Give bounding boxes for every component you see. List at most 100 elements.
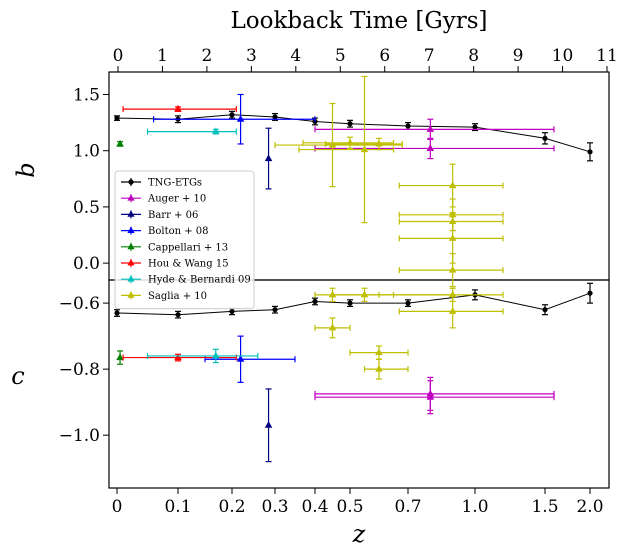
series-auger-10 <box>314 376 555 415</box>
legend-label: Barr + 06 <box>148 210 198 221</box>
data-point <box>472 124 478 130</box>
x-tick-label: 0.3 <box>261 497 288 517</box>
legend: TNG-ETGs Auger + 10 Barr + 06 Bolton + 08 Ca… <box>114 170 255 310</box>
y-tick-label: −1.0 <box>59 426 100 446</box>
legend-marker <box>127 242 135 250</box>
data-point <box>236 115 245 122</box>
legend-label: Auger + 10 <box>147 194 206 205</box>
data-point <box>448 307 457 314</box>
legend-entry: Barr + 06 <box>121 210 198 221</box>
data-point <box>347 300 353 306</box>
data-point <box>116 353 124 361</box>
data-point <box>272 114 278 120</box>
data-point <box>375 348 383 356</box>
legend-label: Saglia + 10 <box>148 291 207 302</box>
data-point <box>405 123 411 129</box>
x-tick-label: 0.7 <box>394 497 421 517</box>
top-tick-label: 6 <box>379 46 390 66</box>
data-point <box>426 125 435 132</box>
y-tick-label: 1.5 <box>73 85 100 105</box>
legend-marker <box>127 194 135 201</box>
x-tick-label: 0.4 <box>301 497 328 517</box>
series-hyde-bernardi-09 <box>146 348 259 364</box>
top-tick-label: 1 <box>157 46 168 66</box>
top-tick-label: 7 <box>424 46 435 66</box>
x-tick-label: 0.5 <box>336 497 363 517</box>
series-bolton-08 <box>204 335 296 383</box>
data-point <box>272 307 278 313</box>
panels: 0.0 0.5 1.0 1.5 −0.6 −0.8 −1.0 <box>59 71 610 489</box>
x-tick-label: 2.0 <box>576 497 603 517</box>
x-tick-label: 0.1 <box>164 497 191 517</box>
data-point <box>448 290 457 298</box>
series-saglia-10 <box>314 252 504 380</box>
x-axis-label: z <box>352 520 366 548</box>
data-point <box>328 323 337 331</box>
top-axis-title: Lookback Time [Gyrs] <box>230 8 487 34</box>
series-tng-etgs <box>114 282 593 319</box>
data-point <box>212 127 220 135</box>
legend-marker <box>127 226 135 233</box>
legend-entry: Hyde & Bernardi 09 <box>121 275 251 286</box>
legend-marker <box>127 291 135 298</box>
legend-entry: TNG-ETGs <box>121 178 202 189</box>
data-point <box>587 290 593 296</box>
top-tick-label: 9 <box>513 46 524 66</box>
series-hyde-bernardi-09 <box>146 127 237 135</box>
data-point <box>448 181 457 189</box>
x-tick-label: 1.0 <box>461 497 488 517</box>
data-point <box>375 139 383 147</box>
legend-marker <box>127 275 135 282</box>
series-auger-10 <box>314 118 555 160</box>
data-point <box>114 115 120 121</box>
y-tick-label: 0.0 <box>73 254 100 274</box>
y-tick-label: −0.6 <box>59 294 100 314</box>
data-point <box>312 298 318 305</box>
series-cappellari-13 <box>116 139 124 147</box>
data-point <box>114 310 120 316</box>
x-tick-label: 0 <box>112 497 123 517</box>
x-tick-label: 1.5 <box>531 497 558 517</box>
data-point <box>212 351 220 359</box>
panel-c: −0.6 −0.8 −1.0 <box>59 252 610 489</box>
top-axis-ticks: 0 1 2 3 4 5 6 7 8 9 10 11 <box>113 46 618 72</box>
legend-marker <box>128 179 134 185</box>
series-line <box>116 114 591 153</box>
data-point <box>542 307 548 313</box>
data-point <box>360 290 369 298</box>
legend-label: Hyde & Bernardi 09 <box>148 275 251 286</box>
panel-top-y-label: b <box>12 162 40 177</box>
data-point <box>264 421 273 428</box>
data-point <box>174 104 182 112</box>
top-tick-label: 10 <box>552 46 574 66</box>
data-point <box>229 308 235 314</box>
top-tick-label: 11 <box>596 46 618 66</box>
series-barr-06 <box>264 388 273 463</box>
panel-bottom-y-label: c <box>11 362 24 390</box>
legend-entry: Saglia + 10 <box>121 291 207 302</box>
data-point <box>360 145 369 153</box>
data-point <box>448 265 457 273</box>
data-point <box>426 144 435 151</box>
legend-entry: Cappellari + 13 <box>121 242 228 253</box>
top-tick-label: 8 <box>468 46 479 66</box>
series-saglia-10 <box>274 75 504 264</box>
y-tick-label: 0.5 <box>73 198 100 218</box>
legend-entry: Hou & Wang 15 <box>121 259 229 270</box>
legend-entry: Bolton + 08 <box>121 226 209 237</box>
y-tick-label: 1.0 <box>73 142 100 162</box>
legend-label: Bolton + 08 <box>148 226 209 237</box>
data-point <box>426 393 435 400</box>
data-point <box>264 154 273 162</box>
top-tick-label: 4 <box>290 46 301 66</box>
legend-entry: Auger + 10 <box>121 194 206 205</box>
top-tick-label: 0 <box>113 46 124 66</box>
bottom-axis-ticks: 0 0.1 0.2 0.3 0.4 0.5 0.7 1.0 1.5 2.0 <box>112 488 604 517</box>
top-tick-label: 5 <box>335 46 346 66</box>
data-point <box>375 364 383 372</box>
legend-label: Hou & Wang 15 <box>148 259 229 270</box>
data-point <box>236 355 245 362</box>
data-point <box>405 300 411 306</box>
data-point <box>542 135 548 141</box>
